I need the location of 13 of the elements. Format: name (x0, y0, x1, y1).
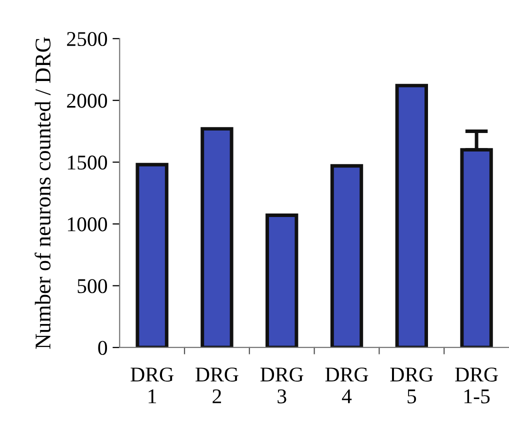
y-tick-label: 1500 (68, 156, 108, 170)
x-tick-label: DRG 2 (196, 368, 238, 404)
y-tick-label: 2000 (67, 94, 108, 108)
y-tick-label: 2500 (67, 32, 108, 46)
x-tick-label: DRG 5 (390, 368, 433, 404)
y-tick-label: 0 (98, 340, 108, 355)
x-tick-label: DRG 1-5 (455, 368, 498, 404)
x-tick-label: DRG 3 (260, 368, 304, 404)
y-tick-label: 500 (78, 279, 108, 294)
x-tick-label: DRG 4 (325, 368, 368, 404)
x-tick-label: DRG 1 (130, 368, 174, 404)
y-tick-label: 1000 (68, 217, 108, 232)
y-axis-title: Number of neurons counted / DRG (34, 37, 51, 349)
